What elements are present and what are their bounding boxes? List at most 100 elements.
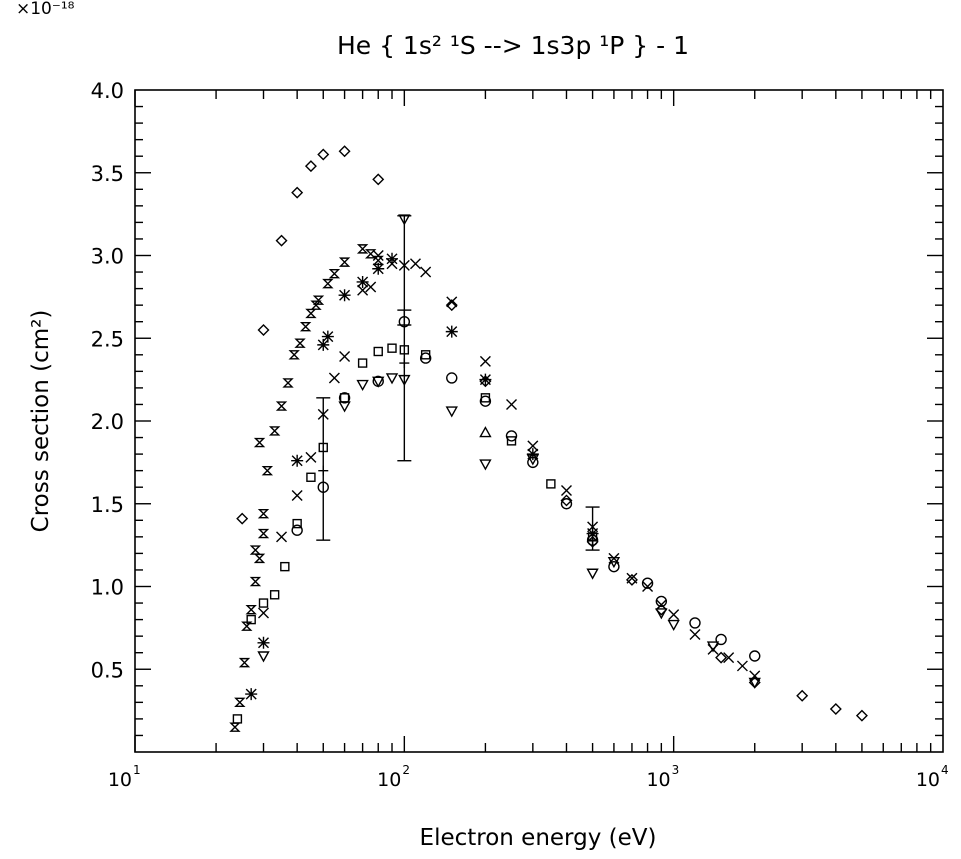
data-point-diamond <box>560 494 573 507</box>
data-point-x <box>339 350 351 362</box>
data-point-x <box>689 629 701 640</box>
data-point-triangle-down <box>479 459 492 471</box>
data-point-diamond <box>715 651 728 664</box>
y-tick-label: 1.0 <box>91 576 124 600</box>
data-point-hourglass <box>312 295 325 305</box>
data-point-hourglass <box>356 244 369 254</box>
data-point-star <box>291 454 304 467</box>
data-point-hourglass <box>282 378 294 388</box>
data-point-triangle-down <box>398 214 411 226</box>
y-tick-label: 0.5 <box>91 658 124 682</box>
x-tick-label-exponent: 4 <box>941 763 949 777</box>
x-tick-label-base: 10 <box>646 769 670 791</box>
data-point-circle <box>641 577 654 589</box>
x-tick-label-exponent: 3 <box>672 763 680 777</box>
y-tick-labels: 0.5 1.0 1.5 2.0 2.5 3.0 3.5 4.0 <box>91 79 124 682</box>
data-point-circle <box>560 498 573 510</box>
data-point-x <box>626 572 638 584</box>
data-point-circle <box>608 560 620 573</box>
data-point-x <box>409 258 421 270</box>
data-point-hourglass <box>257 508 270 519</box>
data-point-star <box>372 262 385 275</box>
data-point-triangle-down <box>445 406 458 418</box>
data-point-hourglass <box>245 604 257 615</box>
data-point-square <box>506 436 517 446</box>
data-point-circle <box>398 316 411 328</box>
data-point-star <box>386 252 399 265</box>
data-point-hourglass <box>294 338 306 348</box>
data-point-triangle-down <box>338 401 351 413</box>
data-point-circle <box>505 430 518 442</box>
data-point-triangle-down <box>607 556 621 569</box>
data-point-square <box>399 345 410 355</box>
data-point-diamond <box>291 186 304 199</box>
data-point-star <box>245 688 258 701</box>
data-point-x <box>398 259 410 271</box>
data-point-x <box>317 408 329 420</box>
data-point-diamond <box>372 173 385 186</box>
data-point-star <box>317 338 330 351</box>
data-point-x <box>527 440 539 452</box>
data-point-x <box>372 250 384 261</box>
axis-ticks <box>134 90 943 752</box>
data-point-hourglass <box>253 553 266 564</box>
x-tick-label-exponent: 1 <box>133 763 141 777</box>
data-point-x <box>258 607 269 619</box>
data-point-circle <box>419 352 432 364</box>
y-axis-label: Cross section (cm²) <box>28 310 54 533</box>
data-point-x <box>291 489 303 501</box>
y-tick-label: 2.5 <box>91 327 124 351</box>
y-tick-label: 3.5 <box>91 162 124 186</box>
y-tick-label: 1.5 <box>91 493 124 517</box>
data-point-circle <box>317 481 329 493</box>
data-point-hourglass <box>288 350 300 360</box>
data-point-x <box>749 670 761 682</box>
data-point-star <box>321 330 334 343</box>
data-point-diamond <box>445 299 458 312</box>
data-point-plus <box>318 465 329 476</box>
data-point-square <box>387 343 397 353</box>
data-point-hourglass <box>322 278 334 289</box>
data-point-diamond <box>338 145 351 158</box>
data-point-hourglass <box>364 249 377 259</box>
data-point-diamond <box>304 160 317 173</box>
data-point-plus <box>399 358 410 369</box>
chart-title: He { 1s² ¹S --> 1s3p ¹P } - 1 <box>337 31 689 60</box>
data-point-x <box>642 581 654 592</box>
data-point-star <box>526 448 539 461</box>
data-point-diamond <box>625 573 638 586</box>
x-axis-label: Electron energy (eV) <box>420 825 657 851</box>
data-point-x <box>479 355 491 367</box>
data-point-diamond <box>317 148 330 161</box>
data-point-triangle-down <box>526 454 540 466</box>
data-point-circle <box>446 372 458 384</box>
data-point-square <box>269 590 280 600</box>
x-tick-label: 10 3 <box>646 763 679 791</box>
x-tick-label: 10 2 <box>377 763 410 791</box>
data-point-square <box>306 472 316 482</box>
data-point-square <box>258 598 269 608</box>
data-point-square <box>546 479 556 489</box>
data-point-circle <box>479 395 492 407</box>
data-point-square <box>373 346 383 357</box>
data-point-square <box>318 442 328 453</box>
data-point-hourglass <box>328 269 341 279</box>
data-point-square <box>246 614 256 625</box>
data-point-triangle-down <box>356 379 369 392</box>
data-point-circle <box>689 617 701 629</box>
x-tick-label-base: 10 <box>108 769 132 791</box>
data-point-triangle-down <box>667 619 680 632</box>
data-point-x <box>305 451 317 463</box>
data-point-plus <box>587 535 598 546</box>
y-tick-label: 3.0 <box>91 245 124 269</box>
data-point-x <box>668 609 680 621</box>
data-point-square <box>357 358 368 368</box>
data-point-hourglass <box>299 321 312 332</box>
data-point-triangle-down <box>257 651 270 663</box>
data-point-circle <box>527 456 539 469</box>
data-point-triangle-down <box>385 373 399 385</box>
data-point-hourglass <box>241 621 253 631</box>
x-tick-label-base: 10 <box>377 769 401 791</box>
data-point-x <box>723 652 735 664</box>
